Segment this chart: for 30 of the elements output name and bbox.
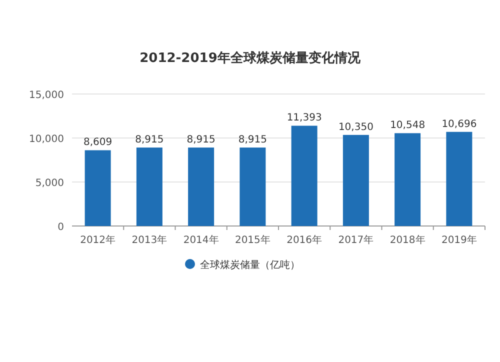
text: 8,915	[186, 134, 216, 146]
bar	[240, 148, 266, 226]
x-tick-label: 2013年	[132, 234, 168, 246]
x-tick-label: 2016年	[286, 234, 322, 246]
y-tick-label: 5,000	[35, 178, 64, 189]
text: 10,696	[442, 118, 477, 130]
bar	[342, 134, 369, 226]
text: 8,915	[238, 134, 268, 146]
x-tick-label: 2017年	[338, 234, 374, 246]
bar	[446, 132, 472, 226]
text: 10,548	[390, 120, 426, 132]
bar	[291, 126, 318, 226]
y-tick-label: 0	[58, 222, 64, 233]
text: 8,915	[135, 134, 164, 146]
bar	[188, 148, 214, 226]
bar	[394, 133, 421, 226]
text: 11,393	[286, 112, 322, 124]
x-tick-label: 2012年	[80, 234, 116, 246]
legend-label: 全球煤炭储量（亿吨）	[200, 259, 300, 271]
chart-title: 2012-2019年全球煤炭储量变化情况	[140, 50, 362, 66]
bar	[136, 148, 162, 226]
x-tick-label: 2018年	[390, 234, 426, 246]
text: 8,609	[83, 137, 112, 148]
y-tick-label: 15,000	[29, 90, 64, 101]
x-tick-label: 2014年	[183, 234, 219, 246]
y-tick-label: 10,000	[29, 134, 64, 145]
x-tick-label: 2019年	[441, 234, 477, 246]
text: 10,350	[338, 122, 374, 133]
bar	[84, 150, 111, 226]
x-tick-label: 2015年	[234, 234, 270, 246]
